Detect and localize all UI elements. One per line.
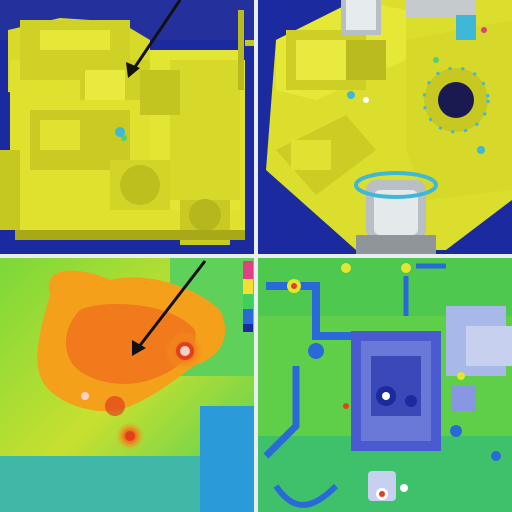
thermal-overlay-graphic <box>256 256 512 512</box>
arrow-pointer-icon <box>131 0 182 71</box>
horizontal-divider <box>0 254 512 258</box>
machine-top-right-graphic <box>256 0 512 256</box>
panel-machine-top-left <box>0 0 256 256</box>
arrow-pointer-icon <box>136 260 207 349</box>
panel-thermal-heatmap <box>0 256 256 512</box>
panel-thermal-overlay <box>256 256 512 512</box>
machine-top-left-graphic <box>0 0 256 256</box>
panel-machine-top-right <box>256 0 512 256</box>
thermal-heatmap-graphic <box>0 256 256 512</box>
colorbar-icon <box>243 261 253 332</box>
